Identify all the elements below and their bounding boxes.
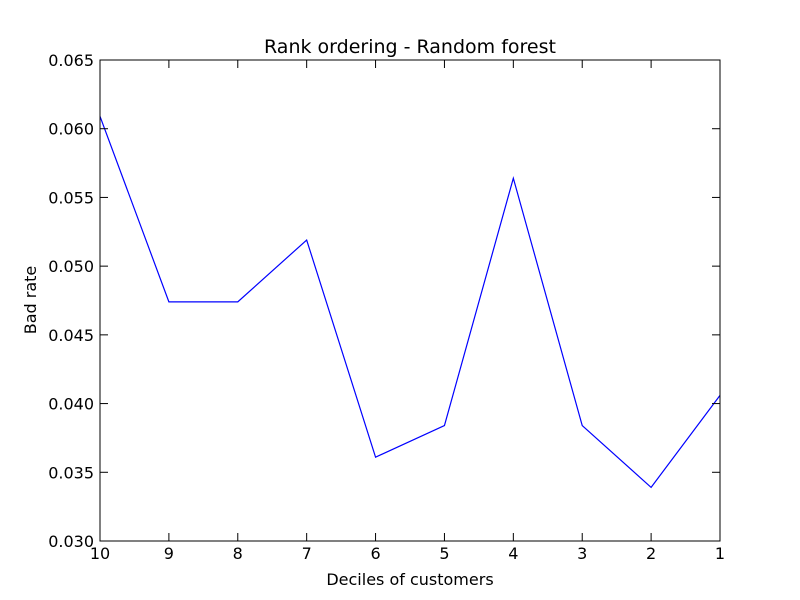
y-tick-label: 0.040 bbox=[48, 395, 94, 414]
y-tick-label: 0.030 bbox=[48, 532, 94, 551]
y-tick-label: 0.060 bbox=[48, 120, 94, 139]
y-tick-label: 0.055 bbox=[48, 188, 94, 207]
x-tick-label: 4 bbox=[508, 544, 518, 563]
x-tick-label: 9 bbox=[164, 544, 174, 563]
x-axis-label: Deciles of customers bbox=[326, 570, 493, 589]
y-axis-label: Bad rate bbox=[21, 266, 40, 335]
y-tick-label: 0.050 bbox=[48, 257, 94, 276]
series-line-0 bbox=[99, 116, 721, 489]
y-tick-label: 0.045 bbox=[48, 326, 94, 345]
plot-line-layer bbox=[99, 116, 721, 489]
x-tick-label: 3 bbox=[577, 544, 587, 563]
x-tick-label: 5 bbox=[439, 544, 449, 563]
x-axis-ticks: 10 9 8 7 6 5 4 3 2 1 bbox=[90, 60, 725, 563]
x-tick-label: 6 bbox=[370, 544, 380, 563]
y-axis-ticks: 0.030 0.035 0.040 0.045 0.050 0.055 0.060 0.065 bbox=[48, 51, 720, 551]
y-tick-label: 0.035 bbox=[48, 463, 94, 482]
x-tick-label: 7 bbox=[302, 544, 312, 563]
x-tick-label: 10 bbox=[90, 544, 110, 563]
chart-title: Rank ordering - Random forest bbox=[264, 36, 556, 58]
x-tick-label: 1 bbox=[715, 544, 725, 563]
y-tick-label: 0.065 bbox=[48, 51, 94, 70]
plot-frame bbox=[99, 59, 721, 542]
x-tick-label: 8 bbox=[233, 544, 243, 563]
x-tick-label: 2 bbox=[646, 544, 656, 563]
